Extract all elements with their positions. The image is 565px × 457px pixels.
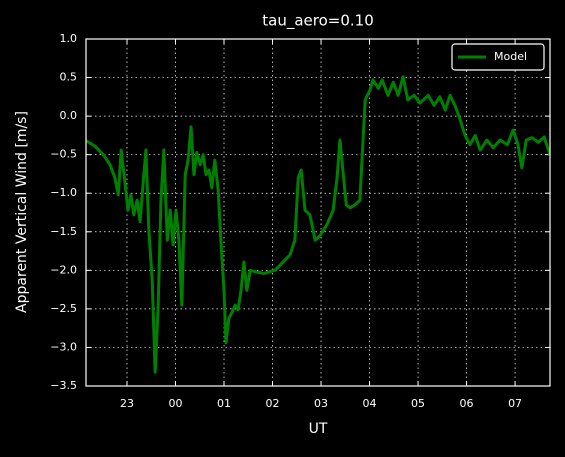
legend: Model: [451, 43, 545, 71]
x-tick-label: 04: [363, 397, 377, 410]
plot-frame: [85, 38, 551, 387]
y-tick-label: −2.0: [50, 263, 77, 276]
x-tick-label: 03: [314, 397, 328, 410]
legend-box: [451, 43, 545, 71]
y-tick-label: −1.5: [50, 225, 77, 238]
y-tick-label: 0.0: [60, 109, 78, 122]
x-axis-label: UT: [309, 421, 328, 437]
x-tick-label: 01: [217, 397, 231, 410]
y-axis-label: Apparent Vertical Wind [m/s]: [14, 111, 30, 313]
y-tick-label: −3.0: [50, 340, 77, 353]
x-tick-label: 06: [460, 397, 474, 410]
x-tick-label: 23: [120, 397, 134, 410]
chart-title: tau_aero=0.10: [262, 12, 373, 31]
y-tick-label: −3.5: [50, 379, 77, 392]
y-tick-label: −2.5: [50, 302, 77, 315]
x-tick-label: 00: [169, 397, 183, 410]
x-tick-label: 07: [508, 397, 522, 410]
y-tick-label: 0.5: [60, 71, 78, 84]
y-tick-label: −1.0: [50, 186, 77, 199]
data-line: [86, 75, 550, 374]
x-tick-label: 05: [411, 397, 425, 410]
legend-label: Model: [494, 50, 527, 63]
x-tick-label: 02: [266, 397, 280, 410]
y-tick-label: 1.0: [60, 32, 78, 45]
y-tick-label: −0.5: [50, 148, 77, 161]
